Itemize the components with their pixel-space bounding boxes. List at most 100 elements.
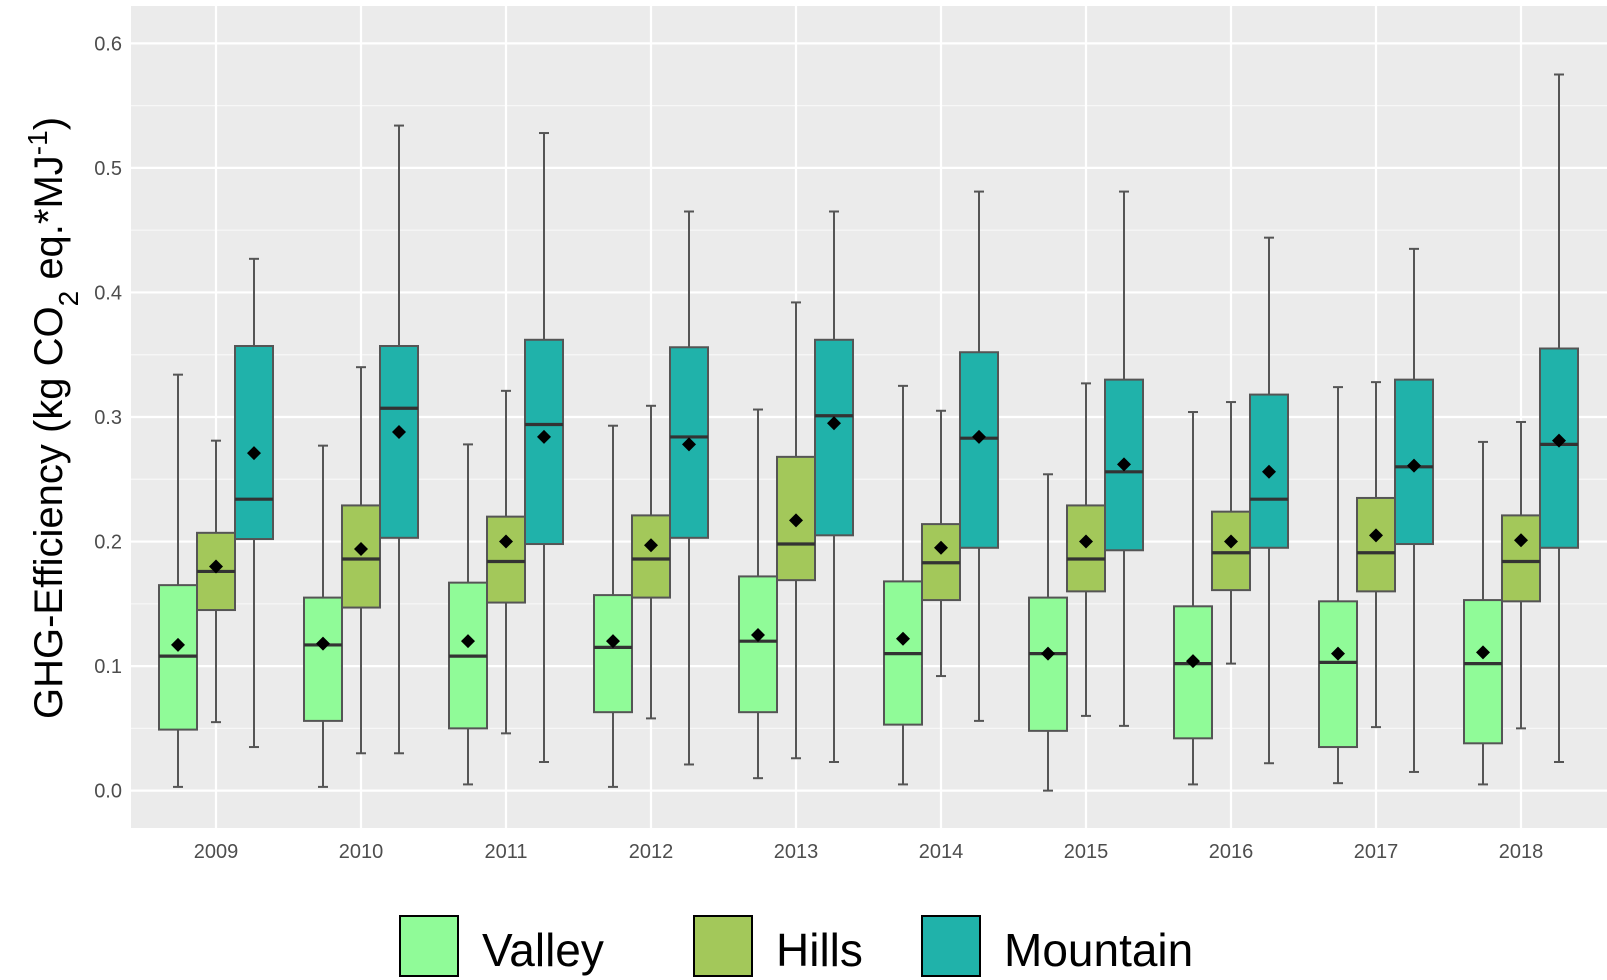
mean-marker — [1224, 534, 1238, 549]
x-tick-label: 2013 — [774, 841, 819, 863]
y-tick-label: 0.2 — [94, 532, 122, 554]
box-valley-2014 — [883, 384, 923, 786]
mean-marker — [392, 424, 406, 439]
box-mountain-2012 — [669, 210, 709, 766]
box-mountain-2009 — [234, 257, 274, 749]
box-mountain-2015 — [1104, 190, 1144, 727]
box-iqr — [303, 596, 343, 722]
y-axis-ticks: 0.0 0.1 0.2 0.3 0.4 0.5 0.6 — [94, 33, 122, 802]
mean-marker — [751, 627, 765, 642]
box-mountain-2017 — [1394, 247, 1434, 773]
mean-marker — [499, 534, 513, 549]
box-iqr — [1211, 510, 1251, 592]
box-mountain-2011 — [524, 132, 564, 763]
legend-item-mountain: Mountain — [921, 915, 1193, 977]
x-tick-label: 2009 — [194, 841, 239, 863]
y-axis-label: GHG-Efficiency (kg CO2 eq.*MJ-1) — [22, 117, 84, 719]
boxes — [158, 73, 1579, 792]
box-iqr — [341, 504, 381, 609]
mean-marker — [1369, 528, 1383, 543]
mean-marker — [1331, 646, 1345, 661]
box-valley-2018 — [1463, 440, 1503, 786]
box-iqr — [1356, 496, 1396, 593]
x-tick-label: 2012 — [629, 841, 674, 863]
legend-swatch — [693, 915, 753, 977]
mean-marker — [1476, 645, 1490, 660]
box-valley-2017 — [1318, 386, 1358, 785]
mean-marker — [789, 513, 803, 528]
box-hills-2011 — [486, 389, 526, 735]
x-axis-ticks: 2009 2010 2011 2012 2013 2014 2015 2016 2017 2018 — [194, 841, 1544, 863]
box-valley-2011 — [448, 443, 488, 786]
mean-marker — [896, 631, 910, 646]
mean-marker — [682, 437, 696, 452]
y-tick-label: 0.4 — [94, 282, 122, 304]
box-hills-2009 — [196, 439, 236, 724]
y-tick-label: 0.0 — [94, 781, 122, 803]
box-iqr — [1463, 599, 1503, 745]
box-hills-2014 — [921, 409, 961, 678]
box-iqr — [593, 594, 633, 714]
legend-item-valley: Valley — [399, 915, 604, 977]
mean-marker — [934, 540, 948, 555]
box-iqr — [738, 575, 778, 714]
legend-swatch — [921, 915, 981, 977]
box-iqr — [814, 338, 854, 537]
box-hills-2016 — [1211, 401, 1251, 665]
legend-swatch — [399, 915, 459, 977]
box-iqr — [1173, 605, 1213, 740]
mean-marker — [354, 542, 368, 557]
box-hills-2012 — [631, 404, 671, 720]
x-tick-label: 2017 — [1354, 841, 1399, 863]
mean-marker — [461, 634, 475, 649]
box-iqr — [486, 515, 526, 604]
x-tick-label: 2010 — [339, 841, 384, 863]
box-iqr — [1318, 600, 1358, 749]
mean-marker — [1514, 533, 1528, 548]
box-valley-2015 — [1028, 473, 1068, 792]
box-mountain-2010 — [379, 124, 419, 755]
box-mountain-2016 — [1249, 236, 1289, 765]
legend-label: Mountain — [1004, 924, 1193, 976]
mean-marker — [1186, 654, 1200, 669]
box-iqr — [379, 345, 419, 539]
legend: Valley Hills Mountain — [399, 915, 1193, 977]
mean-marker — [972, 429, 986, 444]
box-hills-2018 — [1501, 420, 1541, 730]
y-tick-label: 0.6 — [94, 33, 122, 55]
x-tick-label: 2016 — [1209, 841, 1254, 863]
box-mountain-2013 — [814, 210, 854, 763]
legend-label: Valley — [482, 924, 604, 976]
box-iqr — [1539, 347, 1579, 549]
box-hills-2017 — [1356, 381, 1396, 729]
box-valley-2012 — [593, 424, 633, 788]
box-iqr — [234, 345, 274, 541]
mean-marker — [1407, 458, 1421, 473]
x-tick-label: 2018 — [1499, 841, 1544, 863]
x-tick-label: 2014 — [919, 841, 964, 863]
mean-marker — [1262, 464, 1276, 479]
mean-marker — [606, 634, 620, 649]
box-valley-2009 — [158, 373, 198, 788]
box-iqr — [1501, 514, 1541, 603]
mean-marker — [827, 416, 841, 431]
x-tick-label: 2011 — [484, 841, 527, 863]
y-tick-label: 0.5 — [94, 158, 122, 180]
y-tick-label: 0.1 — [94, 656, 122, 678]
legend-item-hills: Hills — [693, 915, 863, 977]
box-hills-2015 — [1066, 382, 1106, 717]
x-tick-label: 2015 — [1064, 841, 1109, 863]
mean-marker — [644, 538, 658, 553]
legend-label: Hills — [776, 924, 863, 976]
box-valley-2010 — [303, 444, 343, 788]
box-valley-2013 — [738, 408, 778, 780]
box-iqr — [1028, 596, 1068, 732]
mean-marker — [247, 446, 261, 461]
mean-marker — [537, 429, 551, 444]
box-iqr — [959, 351, 999, 549]
box-mountain-2018 — [1539, 73, 1579, 763]
y-tick-label: 0.3 — [94, 407, 122, 429]
box-iqr — [631, 514, 671, 599]
mean-marker — [209, 559, 223, 574]
